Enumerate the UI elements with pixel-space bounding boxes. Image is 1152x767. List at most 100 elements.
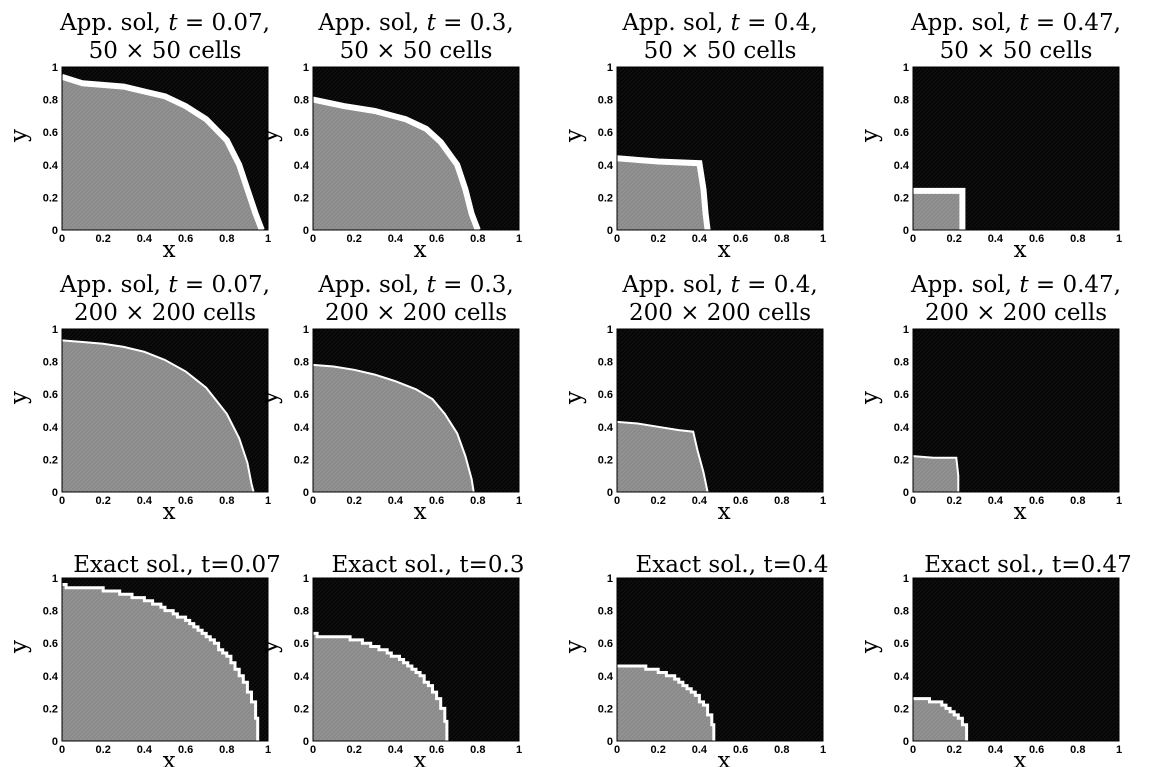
inside-region: [62, 340, 254, 492]
x-tick-label: 0.4: [137, 744, 153, 756]
x-tick-label: 0.2: [651, 495, 666, 507]
x-tick-label: 0.2: [651, 744, 666, 756]
panel-title: App. sol, t = 0.3,: [317, 10, 513, 36]
y-tick-label: 0: [607, 736, 613, 748]
panel-subtitle: 200 × 200 cells: [325, 300, 507, 326]
x-tick-label: 0.6: [429, 744, 444, 756]
front-line: [312, 96, 481, 232]
y-tick-label: 0: [903, 736, 909, 748]
y-tick-label: 0.4: [43, 422, 59, 434]
front-line: [312, 363, 475, 493]
x-tick-label: 0.4: [137, 495, 153, 507]
x-tick-label: 0.6: [1029, 233, 1044, 245]
y-tick-label: 0.8: [43, 357, 58, 369]
x-tick-label: 0.2: [347, 744, 362, 756]
panel-2: 0 0.2 0.4 0.6 0.8 1 0 0.2 0.4 0.6 0.8 1 x y App. sol, …: [257, 10, 522, 263]
axes-box: [912, 577, 1120, 742]
y-tick-label: 1: [903, 324, 909, 336]
y-tick-label: 0.4: [894, 671, 910, 683]
x-axis-label: x: [1014, 748, 1027, 767]
x-tick-label: 0.8: [1070, 233, 1085, 245]
x-tick-label: 0: [910, 495, 916, 507]
x-tick-label: 1: [1116, 744, 1122, 756]
y-axis-label: y: [6, 129, 32, 143]
y-tick-label: 0: [903, 225, 909, 237]
y-tick-label: 0.4: [43, 671, 59, 683]
y-tick-label: 0.8: [43, 95, 58, 107]
x-axis-label: x: [718, 499, 731, 525]
y-tick-label: 0: [52, 487, 58, 499]
x-tick-label: 0.4: [388, 495, 404, 507]
front-line: [616, 155, 711, 231]
y-axis-label: y: [257, 640, 283, 654]
y-tick-label: 0.8: [598, 95, 613, 107]
x-tick-label: 0.6: [733, 233, 748, 245]
y-tick-label: 0.2: [294, 192, 309, 204]
y-tick-label: 0.8: [894, 606, 909, 618]
y-tick-label: 0.8: [598, 357, 613, 369]
y-tick-label: 0.2: [598, 703, 613, 715]
x-tick-label: 0: [614, 744, 620, 756]
x-axis-label: x: [1014, 499, 1027, 525]
x-tick-label: 0.8: [219, 495, 234, 507]
x-tick-label: 0.8: [470, 495, 485, 507]
x-tick-label: 0: [614, 495, 620, 507]
panel-subtitle: 200 × 200 cells: [74, 300, 256, 326]
front-line: [912, 455, 960, 492]
x-tick-label: 0.6: [733, 495, 748, 507]
x-axis-label: x: [718, 237, 731, 263]
x-tick-label: 0: [614, 233, 620, 245]
x-tick-label: 1: [1116, 495, 1122, 507]
x-tick-label: 0.2: [96, 744, 111, 756]
panel-8: 0 0.2 0.4 0.6 0.8 1 0 0.2 0.4 0.6 0.8 1 x y App. sol, …: [857, 272, 1122, 525]
y-tick-label: 0: [52, 736, 58, 748]
y-tick-label: 0.6: [894, 127, 909, 139]
x-tick-label: 1: [516, 744, 522, 756]
x-tick-label: 0.2: [947, 744, 962, 756]
x-tick-label: 0.6: [429, 495, 444, 507]
inside-region: [913, 456, 959, 492]
x-tick-label: 0.6: [733, 744, 748, 756]
x-tick-label: 0.6: [178, 744, 193, 756]
y-tick-label: 0.4: [294, 671, 310, 683]
x-tick-label: 0.2: [347, 495, 362, 507]
y-tick-label: 0: [903, 487, 909, 499]
inside-region: [617, 666, 714, 741]
x-tick-label: 0.8: [774, 495, 789, 507]
panel-subtitle: 50 × 50 cells: [89, 38, 242, 64]
front-line: [313, 631, 449, 741]
y-tick-label: 0.2: [598, 192, 613, 204]
inside-region: [313, 99, 478, 230]
panel-11: 0 0.2 0.4 0.6 0.8 1 0 0.2 0.4 0.6 0.8 1 x y Exact sol.…: [561, 552, 828, 767]
axes-box: [616, 577, 824, 742]
y-tick-label: 0.6: [294, 127, 309, 139]
panel-title: Exact sol., t=0.3: [332, 552, 525, 578]
y-tick-label: 0.6: [894, 389, 909, 401]
x-tick-label: 0.4: [137, 233, 153, 245]
inside-region: [617, 158, 708, 230]
panel-title: App. sol, t = 0.4,: [621, 272, 817, 298]
x-tick-label: 0.6: [178, 233, 193, 245]
x-axis-label: x: [718, 748, 731, 767]
panel-3: 0 0.2 0.4 0.6 0.8 1 0 0.2 0.4 0.6 0.8 1 x y App. sol, …: [561, 10, 826, 263]
front-line: [617, 664, 716, 741]
y-tick-label: 0.2: [894, 192, 909, 204]
x-tick-label: 0.4: [388, 233, 404, 245]
y-tick-label: 0.6: [43, 638, 58, 650]
y-tick-label: 0.8: [598, 606, 613, 618]
x-axis-label: x: [414, 237, 427, 263]
x-tick-label: 1: [820, 744, 826, 756]
x-tick-label: 0.6: [1029, 495, 1044, 507]
x-tick-label: 0: [910, 744, 916, 756]
panel-10: 0 0.2 0.4 0.6 0.8 1 0 0.2 0.4 0.6 0.8 1 x y Exact sol.…: [257, 552, 524, 767]
x-tick-label: 0.6: [1029, 744, 1044, 756]
panel-4: 0 0.2 0.4 0.6 0.8 1 0 0.2 0.4 0.6 0.8 1 x y App. sol, …: [857, 10, 1122, 263]
x-tick-label: 0.8: [219, 233, 234, 245]
x-tick-label: 0.2: [651, 233, 666, 245]
x-tick-label: 1: [1116, 233, 1122, 245]
y-tick-label: 0.4: [894, 160, 910, 172]
y-tick-label: 0.2: [894, 454, 909, 466]
y-tick-label: 0.6: [294, 389, 309, 401]
y-tick-label: 0.2: [43, 703, 58, 715]
